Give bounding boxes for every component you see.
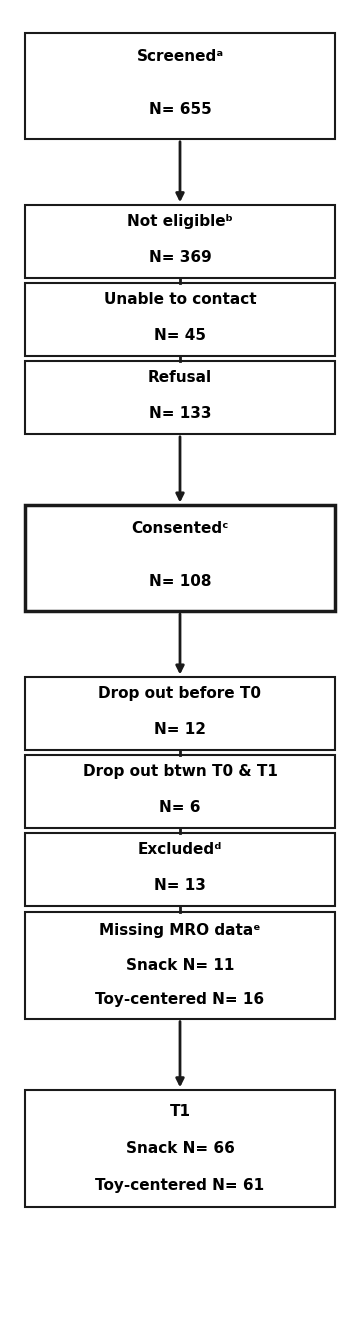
Text: N= 13: N= 13 — [154, 878, 206, 893]
Text: Toy-centered N= 16: Toy-centered N= 16 — [95, 992, 265, 1007]
Text: N= 133: N= 133 — [149, 406, 211, 421]
Text: N= 12: N= 12 — [154, 722, 206, 737]
Text: Not eligibleᵇ: Not eligibleᵇ — [127, 213, 233, 229]
FancyBboxPatch shape — [25, 755, 335, 828]
Text: Missing MRO dataᵉ: Missing MRO dataᵉ — [99, 923, 261, 938]
FancyBboxPatch shape — [25, 912, 335, 1019]
Text: N= 655: N= 655 — [149, 102, 211, 116]
FancyBboxPatch shape — [25, 205, 335, 278]
FancyBboxPatch shape — [25, 361, 335, 434]
Text: N= 45: N= 45 — [154, 328, 206, 343]
FancyBboxPatch shape — [25, 505, 335, 611]
FancyBboxPatch shape — [25, 283, 335, 356]
Text: N= 369: N= 369 — [149, 250, 211, 265]
Text: Drop out btwn T0 & T1: Drop out btwn T0 & T1 — [82, 763, 278, 779]
Text: Consentedᶜ: Consentedᶜ — [131, 521, 229, 536]
Text: Drop out before T0: Drop out before T0 — [99, 685, 261, 701]
Text: Snack N= 11: Snack N= 11 — [126, 958, 234, 972]
Text: Screenedᵃ: Screenedᵃ — [136, 49, 224, 64]
Text: Excludedᵈ: Excludedᵈ — [138, 841, 222, 857]
FancyBboxPatch shape — [25, 677, 335, 750]
Text: Refusal: Refusal — [148, 369, 212, 385]
Text: T1: T1 — [170, 1103, 190, 1119]
Text: N= 6: N= 6 — [159, 800, 201, 815]
Text: Toy-centered N= 61: Toy-centered N= 61 — [95, 1177, 265, 1193]
Text: Snack N= 66: Snack N= 66 — [126, 1140, 234, 1156]
Text: Unable to contact: Unable to contact — [104, 291, 256, 307]
FancyBboxPatch shape — [25, 833, 335, 906]
FancyBboxPatch shape — [25, 1090, 335, 1207]
FancyBboxPatch shape — [25, 33, 335, 139]
Text: N= 108: N= 108 — [149, 574, 211, 589]
